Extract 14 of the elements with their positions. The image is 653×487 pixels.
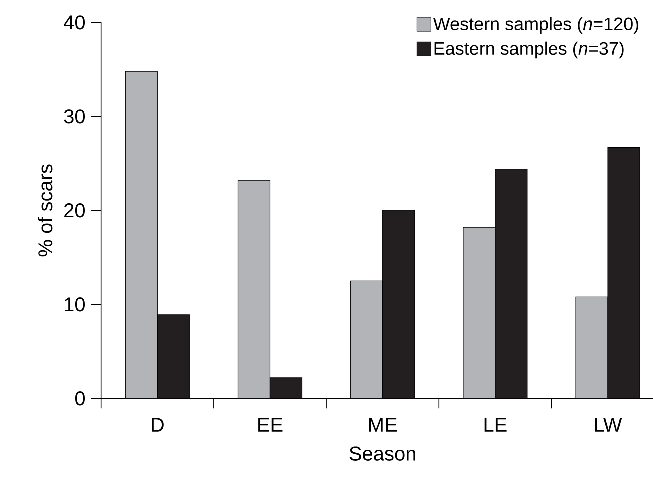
y-tick-label: 20 — [64, 204, 86, 218]
y-tick-label: 10 — [65, 298, 86, 312]
x-tick-label: EE — [258, 418, 283, 432]
legend-label: Eastern samples (n=37) — [434, 42, 624, 59]
x-axis-title: Season — [350, 446, 416, 461]
y-tick-label: 30 — [64, 110, 86, 124]
y-tick-label: 40 — [64, 16, 86, 30]
y-axis-title: % of scars — [38, 164, 53, 257]
x-tick-label: ME — [369, 418, 397, 432]
x-tick-label: LE — [484, 418, 507, 432]
legend-label: Western samples (n=120) — [433, 17, 638, 34]
y-tick-label: 0 — [75, 392, 86, 406]
x-tick-label: LW — [595, 418, 622, 432]
x-tick-label: D — [152, 418, 164, 432]
